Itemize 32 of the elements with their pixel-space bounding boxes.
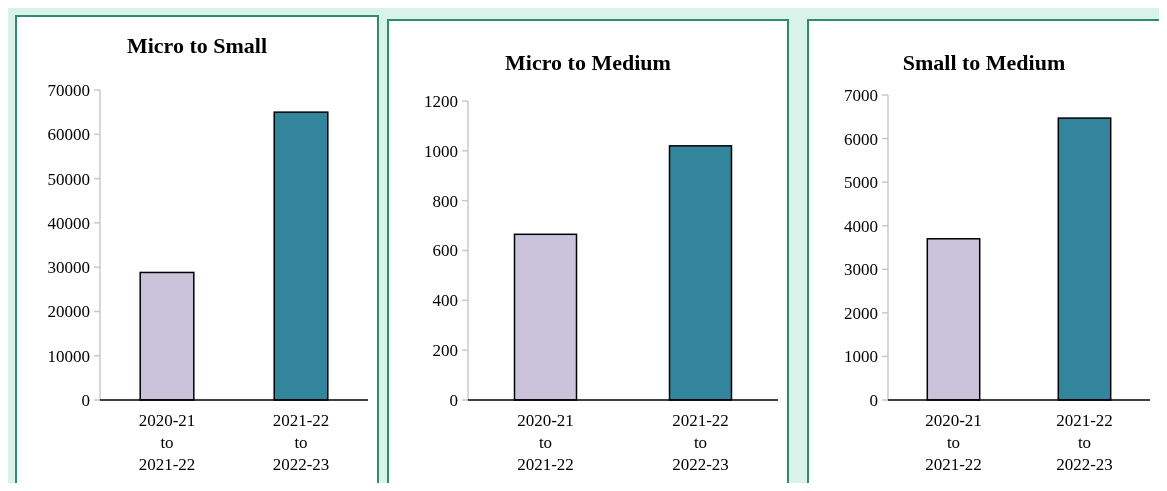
y-tick-label: 50000 (47, 169, 90, 189)
y-tick-label: 2000 (844, 303, 878, 323)
y-tick-label: 6000 (844, 129, 878, 149)
y-tick-label: 400 (432, 291, 458, 311)
y-tick-label: 800 (432, 191, 458, 211)
y-tick-label: 0 (81, 390, 90, 410)
y-tick-label: 30000 (47, 258, 90, 278)
y-tick-label: 60000 (47, 125, 90, 145)
y-tick-label: 20000 (47, 302, 90, 322)
y-tick-label: 200 (432, 341, 458, 361)
x-tick-label: 2021-22 to 2022-23 (672, 411, 729, 474)
y-tick-label: 1000 (844, 347, 878, 367)
y-tick-label: 4000 (844, 216, 878, 236)
chart-title: Micro to Medium (505, 50, 671, 75)
y-tick-label: 5000 (844, 173, 878, 193)
x-tick-label: 2021-22 to 2022-23 (272, 411, 330, 474)
y-tick-label: 0 (449, 390, 458, 410)
x-tick-label: 2020-21 to 2021-22 (138, 411, 196, 474)
y-tick-label: 10000 (47, 346, 90, 366)
x-tick-label: 2021-22 to 2022-23 (1056, 411, 1113, 474)
chart-title: Micro to Small (126, 33, 268, 58)
y-tick-label: 70000 (47, 80, 90, 100)
y-tick-label: 1000 (424, 141, 458, 161)
y-tick-label: 40000 (47, 213, 90, 233)
chart-title: Small to Medium (902, 50, 1066, 75)
y-tick-label: 1200 (424, 91, 458, 111)
x-tick-label: 2020-21 to 2021-22 (925, 411, 982, 474)
y-tick-label: 0 (869, 390, 878, 410)
x-tick-label: 2020-21 to 2021-22 (517, 411, 574, 474)
y-tick-label: 3000 (844, 260, 878, 280)
y-tick-label: 600 (432, 241, 458, 261)
y-tick-label: 7000 (844, 85, 878, 105)
